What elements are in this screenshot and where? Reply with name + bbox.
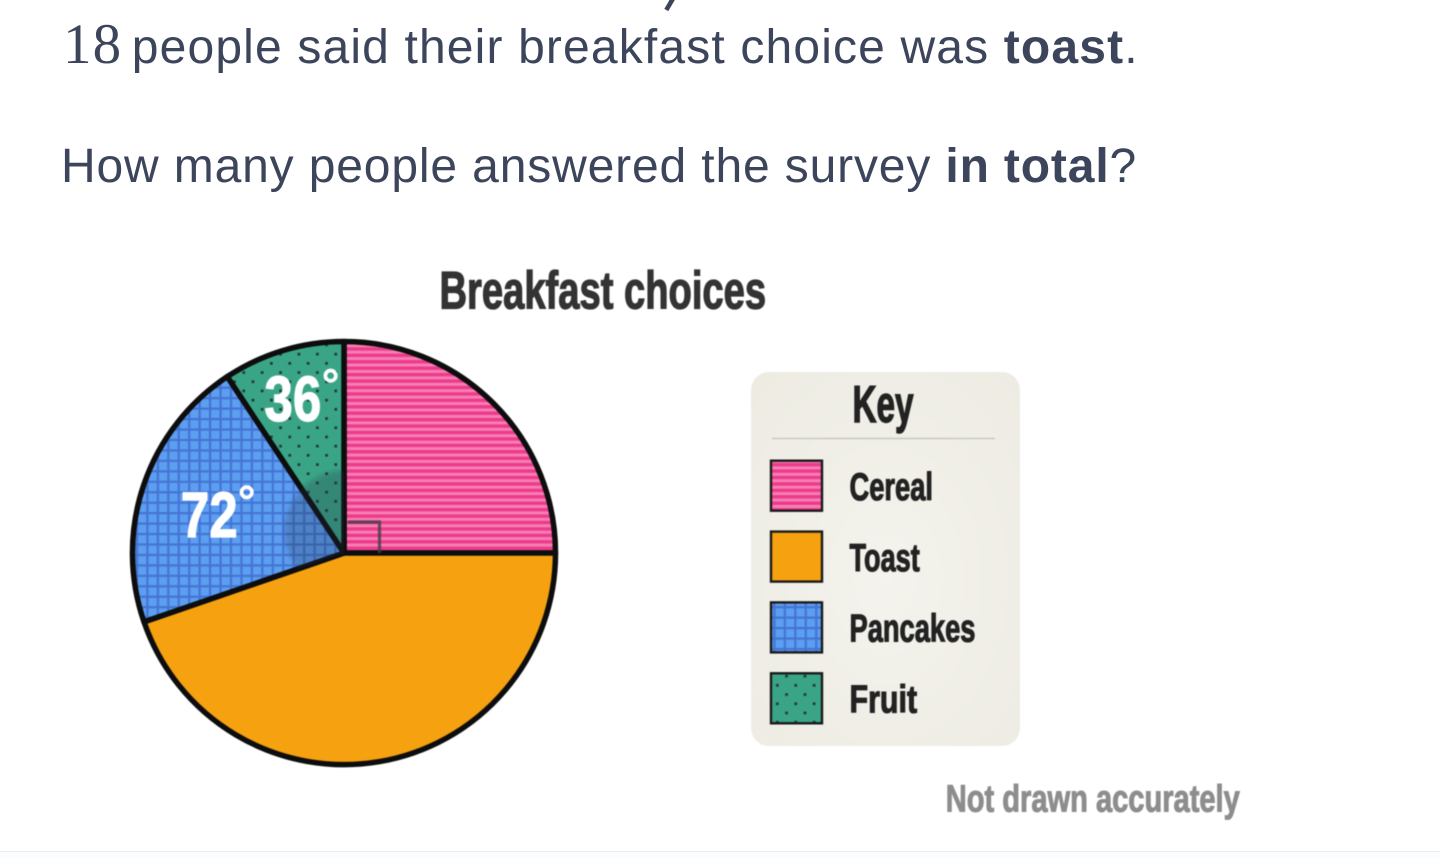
svg-text:Cereal: Cereal (850, 466, 933, 509)
svg-text:Breakfast choices: Breakfast choices (440, 260, 767, 320)
svg-text:Key: Key (853, 375, 915, 433)
svg-text:Pancakes: Pancakes (850, 608, 976, 651)
svg-text:36: 36 (264, 364, 321, 435)
svg-text:72: 72 (181, 481, 238, 552)
svg-text:Toast: Toast (850, 537, 920, 580)
svg-text:Not drawn accurately: Not drawn accurately (946, 778, 1240, 821)
svg-text:Fruit: Fruit (850, 678, 918, 721)
